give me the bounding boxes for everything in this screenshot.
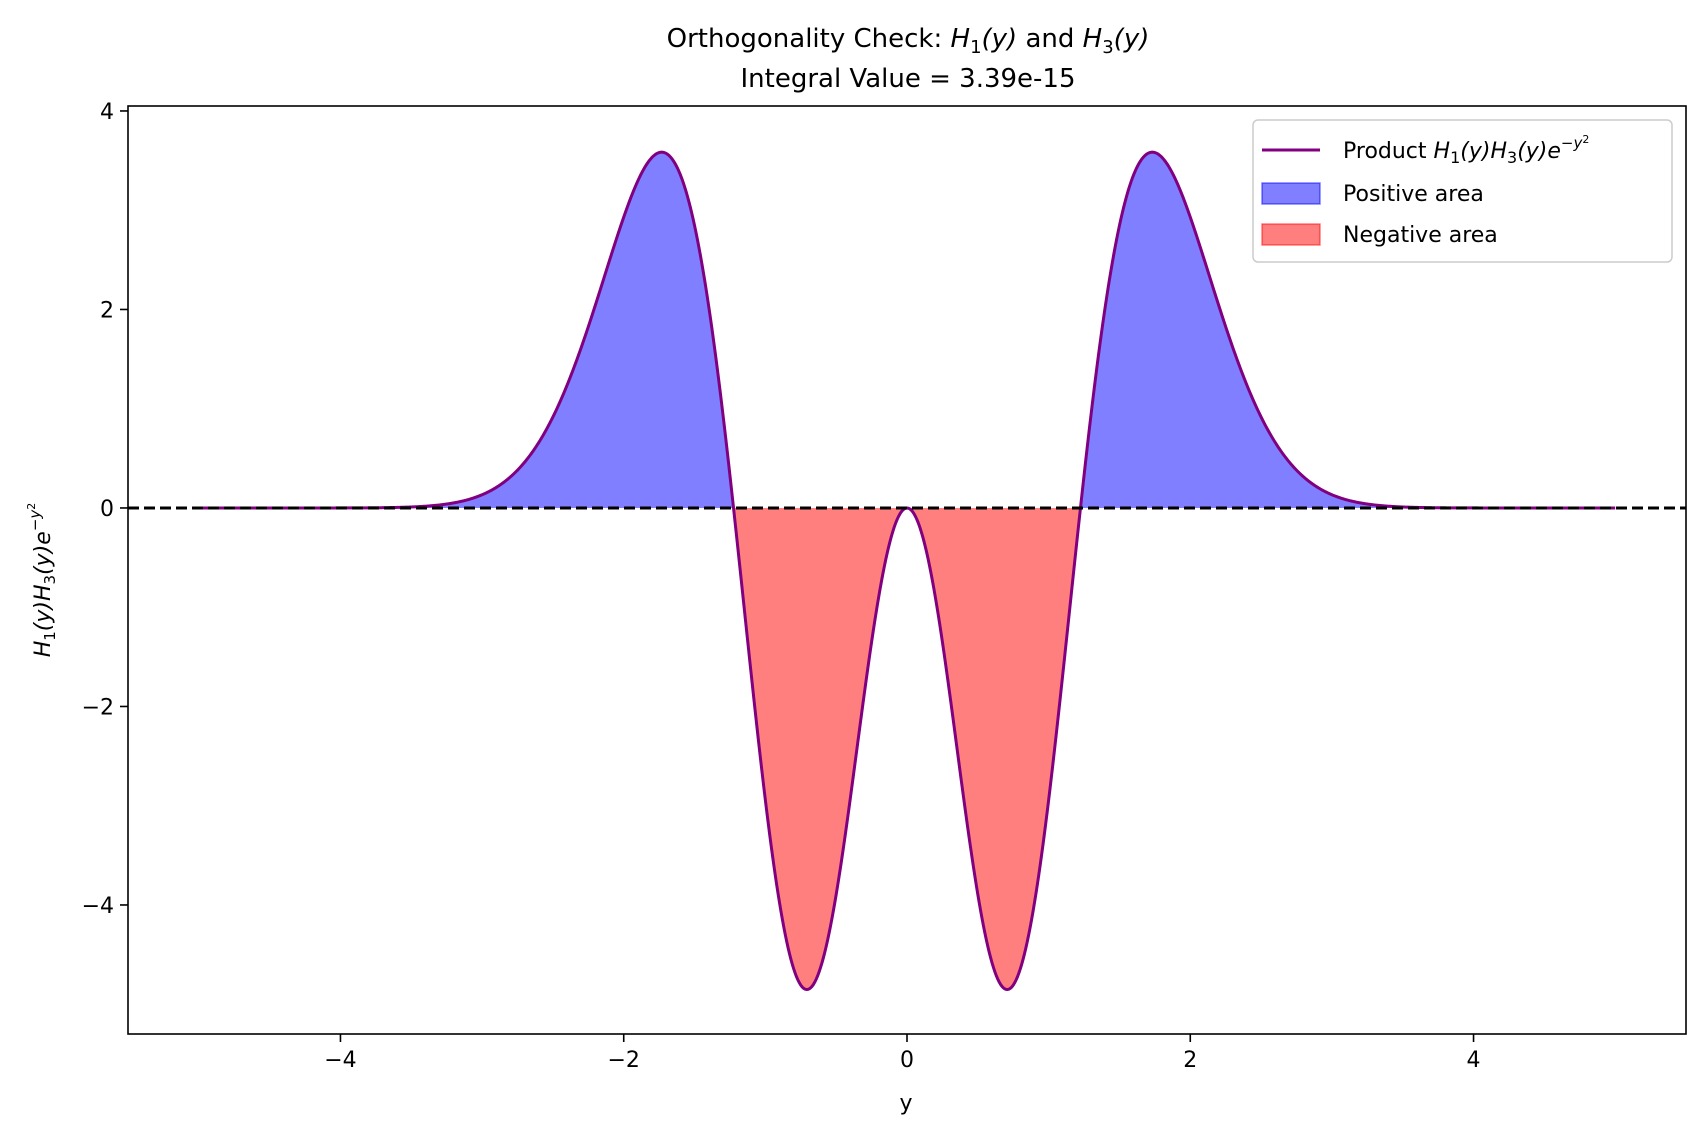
x-tick-label: 4 (1467, 1048, 1481, 1073)
x-tick-label: −2 (608, 1048, 640, 1073)
y-tick-label: −4 (82, 894, 114, 919)
legend-positive-swatch (1261, 182, 1321, 205)
x-tick-label: −4 (324, 1048, 356, 1073)
legend-frame (1252, 119, 1673, 263)
legend-negative-swatch (1261, 223, 1321, 246)
legend-negative-label: Negative area (1343, 223, 1498, 248)
y-tick-label: 0 (100, 497, 114, 522)
y-tick-label: 2 (100, 298, 114, 323)
negative-area-fill (198, 507, 1616, 990)
x-axis-label: y (899, 1091, 912, 1116)
y-axis-label: H1(y)H3(y)e−y2 (25, 503, 59, 658)
chart-title-line2: Integral Value = 3.39e-15 (740, 64, 1075, 94)
legend-positive-label: Positive area (1343, 182, 1484, 207)
y-tick-label: 4 (100, 100, 114, 125)
plot-area (128, 150, 1686, 992)
x-tick-label: 0 (900, 1048, 914, 1073)
x-tick-label: 2 (1183, 1048, 1197, 1073)
chart-title-line1: Orthogonality Check: H1(y) and H3(y) (667, 24, 1150, 58)
legend: Product H1(y)H3(y)e−y2 Positive area Neg… (1252, 119, 1673, 263)
axes: −4 −2 0 2 4 −4 −2 0 2 4 (82, 100, 1687, 1073)
legend-product-label: Product H1(y)H3(y)e−y2 (1343, 133, 1589, 167)
product-curve-line (198, 150, 1616, 992)
y-tick-label: −2 (82, 695, 114, 720)
